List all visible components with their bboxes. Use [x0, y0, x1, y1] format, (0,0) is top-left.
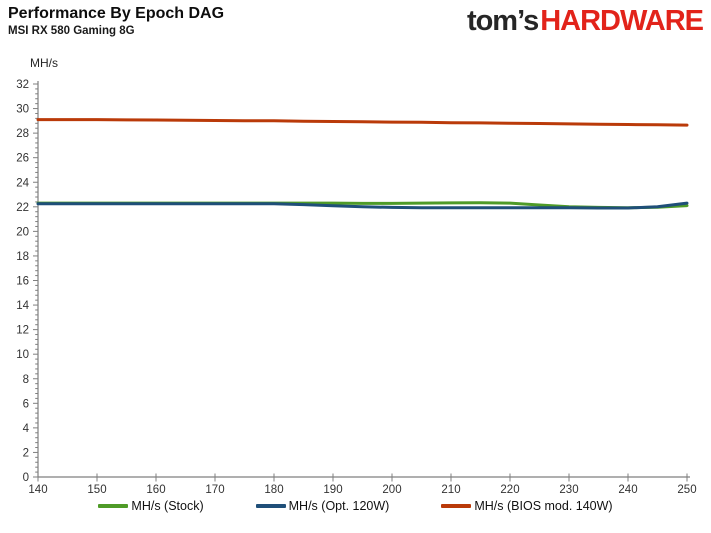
y-tick-label: 8	[23, 374, 29, 386]
x-tick-label: 180	[264, 484, 283, 496]
legend-label: MH/s (Opt. 120W)	[288, 499, 390, 513]
x-tick-label: 220	[500, 484, 519, 496]
legend-item-2: MH/s (BIOS mod. 140W)	[441, 499, 613, 513]
y-tick-label: 4	[23, 423, 30, 435]
y-tick-label: 2	[23, 447, 29, 459]
legend-swatch-icon	[441, 504, 472, 508]
tomshardware-logo: tom’sHARDWARE	[466, 4, 704, 38]
x-tick-label: 240	[618, 484, 637, 496]
x-tick-label: 210	[441, 484, 460, 496]
y-tick-label: 0	[23, 472, 29, 484]
x-tick-label: 150	[87, 484, 106, 496]
y-tick-label: 6	[23, 398, 29, 410]
x-tick-label: 190	[323, 484, 342, 496]
y-tick-label: 10	[16, 349, 29, 361]
y-tick-label: 20	[16, 226, 29, 238]
legend-item-1: MH/s (Opt. 120W)	[255, 499, 390, 513]
y-tick-label: 28	[16, 128, 29, 140]
series-line-1	[36, 201, 689, 210]
x-tick-label: 140	[28, 484, 47, 496]
legend-swatch-icon	[255, 504, 286, 508]
x-tick-label: 160	[146, 484, 165, 496]
y-tick-label: 22	[16, 202, 29, 214]
x-tick-label: 230	[559, 484, 578, 496]
y-tick-label: 12	[16, 325, 29, 337]
y-tick-label: 26	[16, 153, 29, 165]
logo-toms-text: tom’s	[466, 5, 539, 37]
x-tick-label: 200	[382, 484, 401, 496]
y-tick-label: 16	[16, 276, 29, 288]
chart-legend: MH/s (Stock) MH/s (Opt. 120W) MH/s (BIOS m…	[0, 499, 711, 513]
series-line-2	[36, 118, 689, 127]
y-tick-label: 18	[16, 251, 29, 263]
chart-title: Performance By Epoch DAG	[8, 5, 225, 22]
legend-item-0: MH/s (Stock)	[98, 499, 204, 513]
logo-hardware-text: HARDWARE	[540, 5, 704, 37]
y-tick-label: 30	[16, 104, 29, 116]
chart-subtitle: MSI RX 580 Gaming 8G	[8, 25, 135, 37]
x-tick-label: 170	[205, 484, 224, 496]
legend-swatch-icon	[98, 504, 129, 508]
legend-label: MH/s (BIOS mod. 140W)	[474, 499, 613, 513]
x-tick-label: 250	[677, 484, 696, 496]
y-tick-label: 32	[16, 79, 29, 91]
y-tick-label: 14	[16, 300, 29, 312]
y-axis-title: MH/s	[30, 56, 58, 70]
legend-label: MH/s (Stock)	[131, 499, 204, 513]
y-tick-label: 24	[16, 177, 29, 189]
